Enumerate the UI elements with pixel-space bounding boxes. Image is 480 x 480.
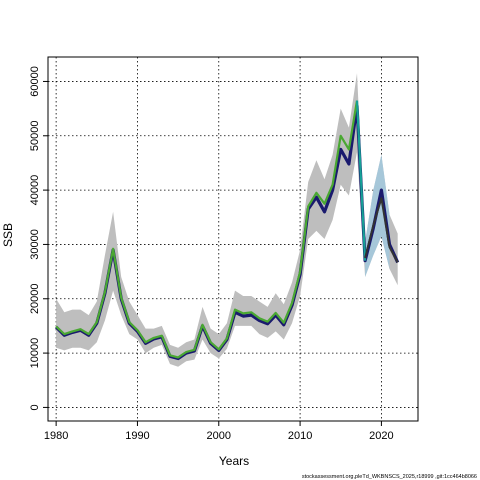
y-tick-label: 40000	[29, 175, 41, 206]
y-axis: 0 10000 20000 30000 40000 50000 60000	[29, 66, 48, 410]
x-tick-label: 1990	[125, 430, 149, 442]
ssb-line-green	[55, 100, 359, 359]
x-axis: 1980 1990 2000 2010 2020	[44, 421, 394, 442]
x-tick-label: 2010	[288, 430, 312, 442]
plot-frame	[47, 56, 419, 422]
y-tick-label: 60000	[29, 66, 41, 97]
series-lines	[54, 100, 400, 361]
y-axis-title: SSB	[1, 223, 15, 247]
x-axis-title: Years	[219, 454, 249, 468]
y-tick-label: 10000	[29, 338, 41, 369]
ci-band	[56, 73, 398, 367]
ssb-line-dark	[364, 197, 399, 263]
y-tick-label: 50000	[29, 120, 41, 151]
confidence-band	[56, 73, 398, 367]
x-tick-label: 2000	[207, 430, 231, 442]
source-note: stockassessment.org,pleTd_WKBNSCS_2025,r…	[302, 474, 477, 480]
y-tick-label: 0	[29, 404, 41, 410]
x-tick-label: 2020	[369, 430, 393, 442]
x-tick-label: 1980	[44, 430, 68, 442]
ssb-line-teal	[355, 100, 367, 261]
y-tick-label: 20000	[29, 283, 41, 314]
y-tick-label: 30000	[29, 229, 41, 260]
